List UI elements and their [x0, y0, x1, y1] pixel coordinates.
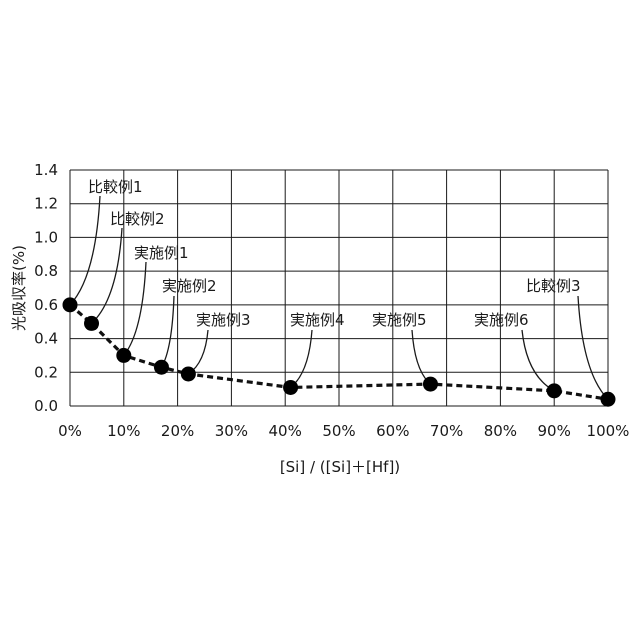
x-tick-label: 40% — [269, 422, 302, 440]
leader-line — [70, 196, 100, 305]
point-label: 実施例3 — [196, 311, 251, 329]
data-point — [116, 348, 131, 363]
x-tick-label: 20% — [161, 422, 194, 440]
x-tick-label: 0% — [58, 422, 82, 440]
point-label: 実施例2 — [162, 277, 217, 295]
x-axis-title: [Si] / ([Si]＋[Hf]) — [280, 458, 400, 476]
y-tick-label: 0.8 — [34, 262, 58, 280]
y-tick-label: 1.4 — [34, 161, 58, 179]
point-label: 実施例6 — [474, 311, 529, 329]
x-tick-labels: 0% 10% 20% 30% 40% 50% 60% 70% 80% 90% 100% — [58, 422, 629, 440]
x-tick-label: 50% — [322, 422, 355, 440]
data-point — [84, 316, 99, 331]
y-axis-title: 光吸収率(%) — [10, 245, 28, 331]
point-annotations: 比較例1 比較例2 実施例1 実施例2 実施例3 実施例4 実施例5 実施例6 比較例3 — [88, 178, 581, 329]
leader-line — [92, 228, 122, 323]
data-point — [423, 377, 438, 392]
point-label: 比較例3 — [526, 277, 581, 295]
point-label: 比較例1 — [88, 178, 143, 196]
data-point — [283, 380, 298, 395]
y-tick-label: 0.0 — [34, 397, 58, 415]
point-label: 実施例4 — [290, 311, 345, 329]
data-point — [154, 360, 169, 375]
data-point — [601, 392, 616, 407]
data-point — [547, 383, 562, 398]
leader-line — [161, 296, 174, 367]
point-label: 実施例1 — [134, 244, 189, 262]
data-point — [63, 297, 78, 312]
point-label: 実施例5 — [372, 311, 427, 329]
leader-line — [124, 262, 146, 355]
x-tick-label: 60% — [376, 422, 409, 440]
y-tick-label: 0.6 — [34, 296, 58, 314]
y-tick-label: 1.2 — [34, 195, 58, 213]
y-tick-label: 0.2 — [34, 363, 58, 381]
point-label: 比較例2 — [110, 210, 165, 228]
x-tick-label: 30% — [215, 422, 248, 440]
y-tick-label: 1.0 — [34, 228, 58, 246]
leader-line — [578, 296, 608, 399]
y-tick-labels: 0.0 0.2 0.4 0.6 0.8 1.0 1.2 1.4 — [34, 161, 58, 415]
y-tick-label: 0.4 — [34, 330, 58, 348]
x-tick-label: 10% — [107, 422, 140, 440]
leader-line — [522, 330, 554, 391]
x-tick-label: 80% — [484, 422, 517, 440]
x-tick-label: 90% — [538, 422, 571, 440]
x-tick-label: 70% — [430, 422, 463, 440]
data-point — [181, 366, 196, 381]
x-tick-label: 100% — [587, 422, 630, 440]
